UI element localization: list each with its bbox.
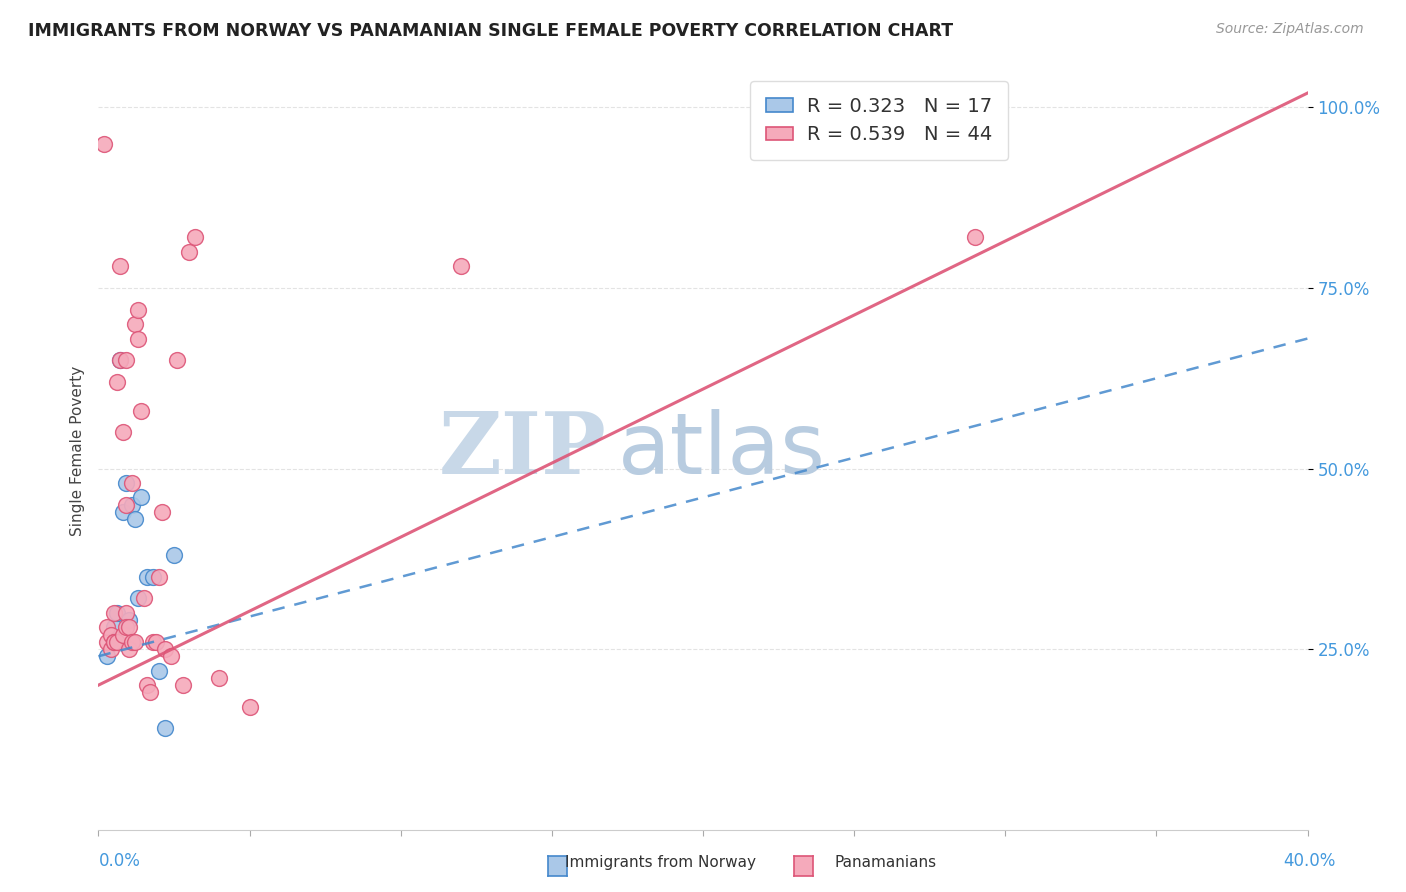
Point	[114, 475, 136, 490]
Text: Source: ZipAtlas.com: Source: ZipAtlas.com	[1216, 22, 1364, 37]
Text: 0.0%: 0.0%	[98, 852, 141, 870]
Point	[208, 671, 231, 685]
Point	[111, 425, 134, 440]
Point	[153, 642, 176, 657]
Point	[118, 642, 141, 657]
Point	[135, 570, 157, 584]
Text: IMMIGRANTS FROM NORWAY VS PANAMANIAN SINGLE FEMALE POVERTY CORRELATION CHART: IMMIGRANTS FROM NORWAY VS PANAMANIAN SIN…	[28, 22, 953, 40]
Point	[100, 627, 122, 641]
Point	[114, 606, 136, 620]
Point	[108, 353, 131, 368]
Point	[166, 353, 188, 368]
Legend: R = 0.323   N = 17, R = 0.539   N = 44: R = 0.323 N = 17, R = 0.539 N = 44	[751, 81, 1008, 160]
Point	[108, 260, 131, 274]
Point	[111, 505, 134, 519]
Point	[96, 620, 118, 634]
Point	[103, 620, 125, 634]
Point	[114, 353, 136, 368]
Point	[965, 230, 987, 244]
Point	[118, 613, 141, 627]
Point	[96, 635, 118, 649]
Point	[163, 548, 186, 562]
Text: ZIP: ZIP	[439, 409, 606, 492]
Point	[103, 606, 125, 620]
Point	[160, 649, 183, 664]
Point	[103, 635, 125, 649]
Text: Panamanians: Panamanians	[835, 855, 936, 870]
Point	[150, 505, 173, 519]
Point	[127, 591, 149, 606]
Point	[114, 498, 136, 512]
Point	[127, 302, 149, 317]
Point	[184, 230, 207, 244]
Point	[105, 606, 128, 620]
Point	[129, 403, 152, 417]
Point	[135, 678, 157, 692]
Point	[450, 260, 472, 274]
Point	[103, 635, 125, 649]
Point	[114, 620, 136, 634]
Point	[121, 498, 143, 512]
Point	[148, 664, 170, 678]
Point	[108, 353, 131, 368]
Point	[148, 570, 170, 584]
Point	[103, 635, 125, 649]
Point	[96, 649, 118, 664]
Point	[124, 317, 146, 331]
Text: Immigrants from Norway: Immigrants from Norway	[565, 855, 756, 870]
Text: 40.0%: 40.0%	[1284, 852, 1336, 870]
Point	[100, 642, 122, 657]
Point	[145, 635, 167, 649]
Point	[239, 699, 262, 714]
Point	[172, 678, 194, 692]
Point	[111, 627, 134, 641]
Point	[118, 620, 141, 634]
Text: atlas: atlas	[619, 409, 827, 492]
Point	[142, 570, 165, 584]
Point	[132, 591, 155, 606]
Point	[105, 635, 128, 649]
Point	[105, 375, 128, 389]
Point	[93, 136, 115, 151]
Y-axis label: Single Female Poverty: Single Female Poverty	[69, 366, 84, 535]
Point	[121, 475, 143, 490]
Point	[139, 685, 162, 699]
Point	[124, 635, 146, 649]
Point	[129, 491, 152, 505]
Point	[121, 635, 143, 649]
Point	[127, 332, 149, 346]
Point	[179, 244, 201, 259]
Point	[153, 722, 176, 736]
Point	[142, 635, 165, 649]
Point	[124, 512, 146, 526]
